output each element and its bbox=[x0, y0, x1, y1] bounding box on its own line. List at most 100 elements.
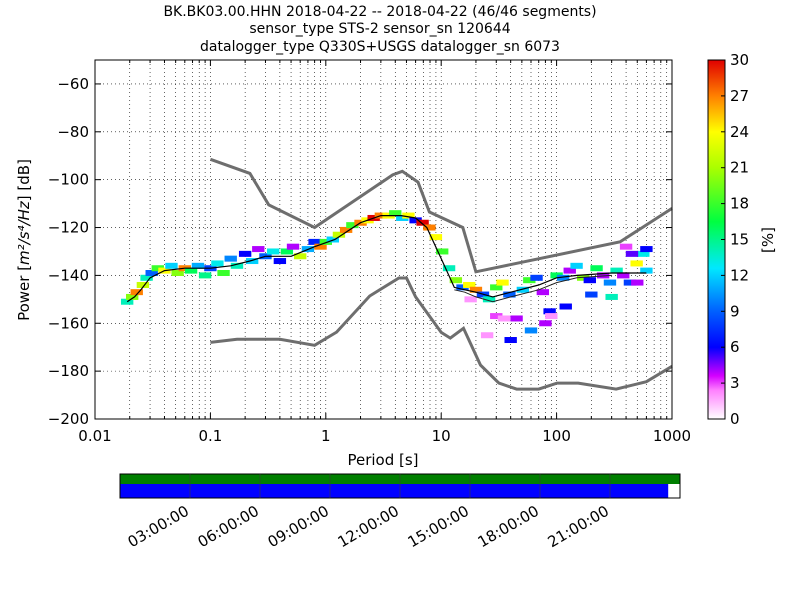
ppsd-cell bbox=[319, 238, 332, 245]
ppsd-cell bbox=[536, 289, 550, 296]
x-tick-label: 0.1 bbox=[198, 427, 222, 445]
ppsd-cell bbox=[314, 243, 327, 250]
y-tick-label: −100 bbox=[48, 171, 89, 189]
plot-background bbox=[95, 60, 672, 419]
colorbar-tick-label: 0 bbox=[730, 410, 740, 428]
ppsd-cell bbox=[456, 284, 469, 291]
colorbar-tick-label: 12 bbox=[730, 266, 749, 284]
ppsd-cell bbox=[550, 272, 563, 279]
ppsd-cell bbox=[524, 327, 538, 334]
ppsd-cell bbox=[482, 296, 496, 303]
x-axis-label: Period [s] bbox=[347, 451, 418, 469]
ppsd-cell bbox=[496, 279, 509, 286]
colorbar-tick-label: 15 bbox=[730, 231, 749, 249]
timeline-tick-label: 03:00:00 bbox=[125, 502, 192, 551]
y-tick-label: −200 bbox=[48, 410, 89, 428]
ppsd-cell bbox=[184, 267, 198, 274]
plot-area: 0.01 0.1 1 10 100 1000 −200 −180 −160 −140 −120 −1… bbox=[48, 59, 691, 445]
ppsd-cell bbox=[637, 250, 650, 257]
ppsd-cell bbox=[230, 262, 244, 269]
ppsd-cell bbox=[469, 286, 483, 293]
plot-frame bbox=[94, 59, 673, 420]
ppsd-cell bbox=[516, 286, 530, 293]
ppsd-cell bbox=[464, 296, 477, 303]
title-line-2: sensor_type STS-2 sensor_sn 120644 bbox=[249, 21, 510, 37]
ppsd-cell bbox=[245, 258, 259, 265]
ppsd-cell bbox=[409, 217, 422, 224]
ppsd-cell bbox=[252, 246, 265, 253]
y-tick-label: −160 bbox=[48, 314, 89, 332]
ppsd-cell bbox=[273, 258, 287, 265]
ppsd-cell bbox=[583, 277, 596, 284]
ppsd-cell bbox=[136, 281, 150, 288]
ppsd-cell bbox=[211, 260, 224, 267]
timeline-tick-label: 06:00:00 bbox=[195, 502, 262, 551]
ppsd-cell bbox=[449, 277, 463, 284]
y-tick-label: −140 bbox=[48, 266, 89, 284]
ppsd-cell bbox=[543, 308, 556, 315]
timeline-tick-label: 18:00:00 bbox=[475, 502, 542, 551]
ppsd-cell bbox=[623, 279, 637, 286]
ppsd-cell bbox=[585, 291, 598, 298]
timeline-tick-label: 15:00:00 bbox=[405, 502, 472, 551]
ppsd-cell bbox=[165, 262, 178, 269]
ppsd-cell bbox=[416, 219, 429, 226]
ppsd-cell bbox=[539, 320, 552, 327]
median-curve bbox=[126, 215, 647, 303]
timeline-tick-label: 09:00:00 bbox=[265, 502, 332, 551]
colorbar-tick-label: 3 bbox=[730, 374, 740, 392]
timeline-tick-label: 12:00:00 bbox=[335, 502, 402, 551]
ppsd-cell bbox=[480, 332, 494, 339]
ppsd-cell bbox=[625, 250, 639, 257]
x-axis-ticks: 0.01 0.1 1 10 100 1000 bbox=[78, 60, 691, 445]
ppsd-cell bbox=[563, 267, 576, 274]
ppsd-cell bbox=[503, 291, 516, 298]
nlnm-curve bbox=[210, 276, 673, 391]
title-line-3: datalogger_type Q330S+USGS datalogger_sn… bbox=[200, 39, 560, 55]
colorbar-tick-label: 9 bbox=[730, 302, 740, 320]
timeline-tick-label: 21:00:00 bbox=[545, 502, 612, 551]
ppsd-cell bbox=[389, 210, 402, 217]
timeline-coverage-bottom bbox=[120, 484, 669, 498]
colorbar-tick-label: 24 bbox=[730, 123, 749, 141]
ppsd-cell bbox=[191, 262, 205, 269]
ppsd-cell bbox=[120, 298, 134, 305]
ppsd-cell bbox=[545, 313, 558, 320]
ppsd-cell bbox=[523, 277, 536, 284]
ppsd-cell bbox=[140, 274, 153, 281]
ppsd-cell bbox=[326, 236, 339, 243]
x-tick-label: 0.01 bbox=[78, 427, 111, 445]
y-tick-label: −80 bbox=[57, 123, 89, 141]
ppsd-cell bbox=[463, 281, 476, 288]
y-tick-label: −60 bbox=[57, 75, 89, 93]
ppsd-cell bbox=[402, 212, 415, 219]
ppsd-cell bbox=[559, 303, 572, 310]
y-axis-label-prefix: Power [ bbox=[15, 265, 33, 321]
colorbar-tick-label: 21 bbox=[730, 159, 749, 177]
ppsd-cell bbox=[436, 248, 449, 255]
ppsd-cell bbox=[308, 238, 321, 245]
ppsd-cell bbox=[617, 272, 630, 279]
curves bbox=[126, 157, 673, 391]
ppsd-cell bbox=[217, 270, 230, 277]
ppsd-cell bbox=[266, 248, 280, 255]
x-tick-label: 100 bbox=[542, 427, 571, 445]
x-tick-label: 10 bbox=[432, 427, 451, 445]
minimum-curve bbox=[454, 274, 612, 303]
ppsd-cell bbox=[294, 253, 307, 260]
ppsd-cell bbox=[151, 265, 164, 272]
ppsd-cell bbox=[171, 270, 184, 277]
ppsd-cell bbox=[631, 279, 644, 286]
colorbar-tick-label: 27 bbox=[730, 87, 749, 105]
y-axis-ticks: −200 −180 −160 −140 −120 −100 −80 −60 bbox=[48, 75, 672, 428]
ppsd-cells bbox=[120, 210, 653, 344]
nhnm-curve bbox=[209, 157, 673, 274]
ppsd-cell bbox=[504, 337, 517, 344]
ppsd-cell bbox=[130, 289, 143, 296]
ppsd-cell bbox=[510, 315, 523, 322]
ppsd-cell bbox=[590, 265, 603, 272]
colorbar-tick-label: 18 bbox=[730, 195, 749, 213]
ppsd-cell bbox=[346, 222, 359, 229]
colorbar-ticks: 0 3 6 9 12 15 18 21 24 27 30 bbox=[721, 51, 749, 428]
